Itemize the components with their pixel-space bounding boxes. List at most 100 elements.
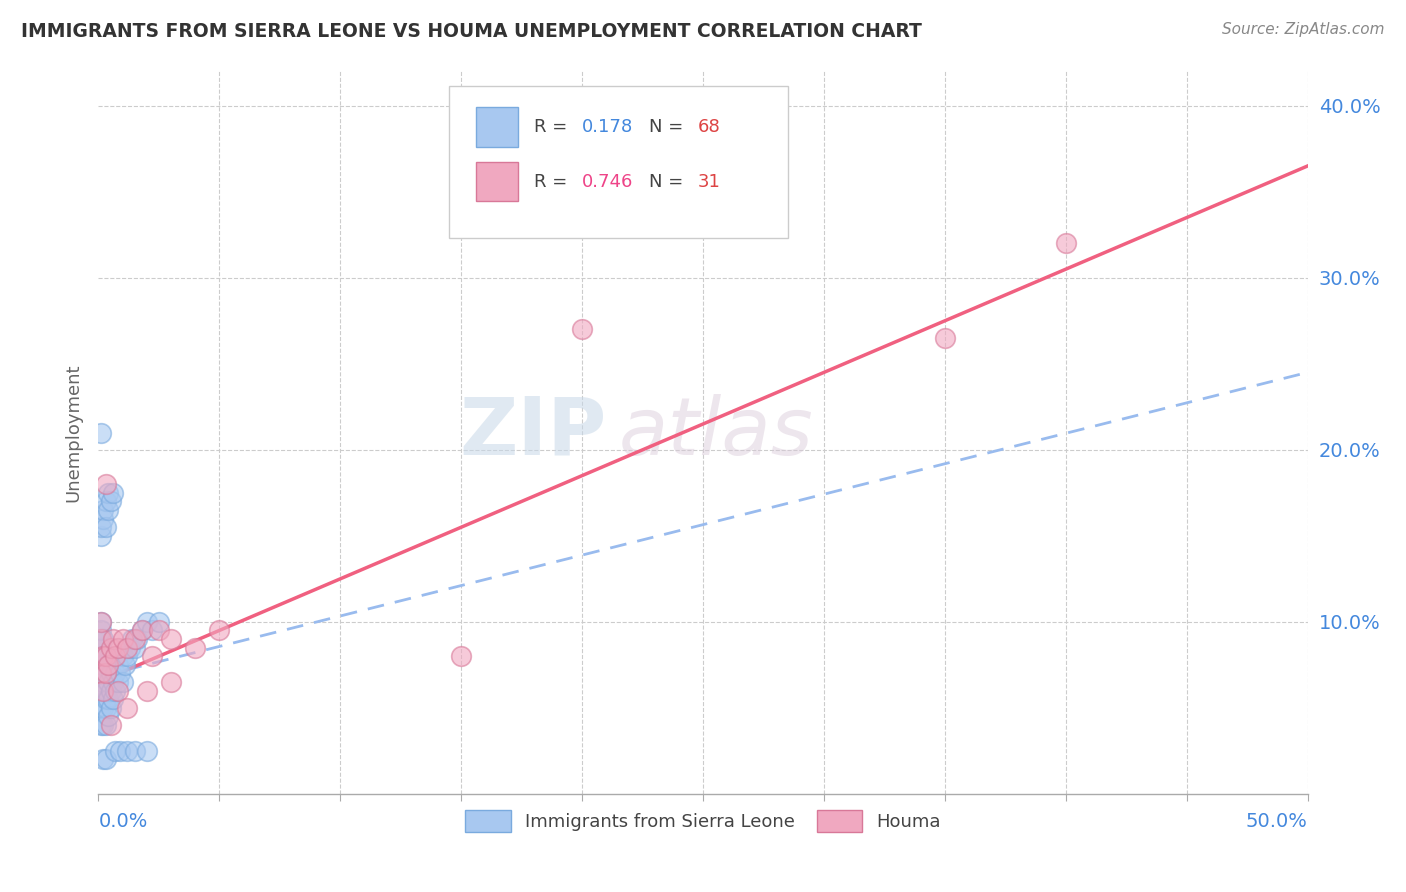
Point bbox=[107, 657, 129, 672]
Point bbox=[94, 494, 117, 508]
Text: atlas: atlas bbox=[619, 393, 813, 472]
Text: 68: 68 bbox=[699, 119, 721, 136]
Point bbox=[97, 692, 120, 706]
Text: N =: N = bbox=[648, 172, 689, 191]
Point bbox=[94, 701, 117, 715]
Point bbox=[91, 649, 114, 664]
Point bbox=[107, 683, 129, 698]
Y-axis label: Unemployment: Unemployment bbox=[65, 363, 83, 502]
Point bbox=[108, 744, 131, 758]
Text: N =: N = bbox=[648, 119, 689, 136]
Point bbox=[90, 649, 112, 664]
Point bbox=[94, 692, 117, 706]
Point bbox=[124, 632, 146, 646]
Point bbox=[117, 640, 139, 655]
Point bbox=[111, 649, 134, 664]
Point bbox=[90, 425, 112, 440]
Point bbox=[101, 485, 124, 500]
Point bbox=[131, 624, 153, 638]
Point bbox=[91, 683, 114, 698]
Point bbox=[148, 615, 170, 629]
Point bbox=[117, 649, 139, 664]
Point bbox=[450, 649, 472, 664]
Point bbox=[111, 675, 134, 690]
Point bbox=[104, 666, 127, 681]
Point bbox=[131, 624, 153, 638]
Point bbox=[124, 640, 146, 655]
Point bbox=[91, 632, 114, 646]
Point bbox=[104, 744, 127, 758]
Point bbox=[91, 752, 114, 766]
Bar bbox=[475, 161, 517, 202]
Text: IMMIGRANTS FROM SIERRA LEONE VS HOUMA UNEMPLOYMENT CORRELATION CHART: IMMIGRANTS FROM SIERRA LEONE VS HOUMA UN… bbox=[21, 22, 922, 41]
Point bbox=[90, 718, 112, 732]
Point bbox=[94, 666, 117, 681]
Point bbox=[90, 701, 112, 715]
Point bbox=[97, 709, 120, 723]
Bar bbox=[475, 108, 517, 147]
Point bbox=[160, 675, 183, 690]
Point bbox=[141, 624, 163, 638]
Point bbox=[94, 718, 117, 732]
Point bbox=[107, 675, 129, 690]
Point bbox=[571, 322, 593, 336]
Point bbox=[91, 649, 114, 664]
Point bbox=[94, 666, 117, 681]
Point bbox=[100, 718, 122, 732]
Point bbox=[90, 624, 112, 638]
Text: 0.746: 0.746 bbox=[582, 172, 634, 191]
Point bbox=[934, 331, 956, 345]
Point bbox=[135, 683, 157, 698]
Point bbox=[90, 632, 112, 646]
Point bbox=[94, 683, 117, 698]
Text: R =: R = bbox=[534, 119, 572, 136]
Point bbox=[97, 675, 120, 690]
Point bbox=[90, 615, 112, 629]
Legend: Immigrants from Sierra Leone, Houma: Immigrants from Sierra Leone, Houma bbox=[458, 803, 948, 839]
Point bbox=[104, 649, 127, 664]
Point bbox=[91, 503, 114, 517]
Point bbox=[148, 624, 170, 638]
Point bbox=[100, 640, 122, 655]
Text: 50.0%: 50.0% bbox=[1246, 812, 1308, 831]
Point bbox=[111, 632, 134, 646]
Point bbox=[97, 657, 120, 672]
Point bbox=[90, 632, 112, 646]
Point bbox=[135, 744, 157, 758]
Point bbox=[90, 615, 112, 629]
Point bbox=[97, 485, 120, 500]
Point bbox=[90, 666, 112, 681]
Point bbox=[101, 692, 124, 706]
Point bbox=[101, 632, 124, 646]
Point bbox=[91, 666, 114, 681]
Point bbox=[94, 649, 117, 664]
Point bbox=[94, 477, 117, 491]
Point bbox=[127, 632, 149, 646]
Point bbox=[91, 718, 114, 732]
Point bbox=[97, 503, 120, 517]
Point bbox=[91, 675, 114, 690]
Point bbox=[100, 683, 122, 698]
Text: ZIP: ZIP bbox=[458, 393, 606, 472]
Point bbox=[97, 657, 120, 672]
Point bbox=[90, 666, 112, 681]
Text: Source: ZipAtlas.com: Source: ZipAtlas.com bbox=[1222, 22, 1385, 37]
Point bbox=[100, 494, 122, 508]
Text: 0.178: 0.178 bbox=[582, 119, 633, 136]
Point bbox=[91, 701, 114, 715]
FancyBboxPatch shape bbox=[449, 86, 787, 237]
Point bbox=[90, 683, 112, 698]
Point bbox=[90, 640, 112, 655]
Point bbox=[104, 683, 127, 698]
Point bbox=[101, 675, 124, 690]
Point bbox=[90, 520, 112, 534]
Point bbox=[100, 666, 122, 681]
Point bbox=[121, 632, 143, 646]
Point bbox=[100, 701, 122, 715]
Point bbox=[94, 649, 117, 664]
Point bbox=[108, 666, 131, 681]
Point bbox=[124, 744, 146, 758]
Point bbox=[160, 632, 183, 646]
Point bbox=[91, 511, 114, 525]
Point bbox=[135, 615, 157, 629]
